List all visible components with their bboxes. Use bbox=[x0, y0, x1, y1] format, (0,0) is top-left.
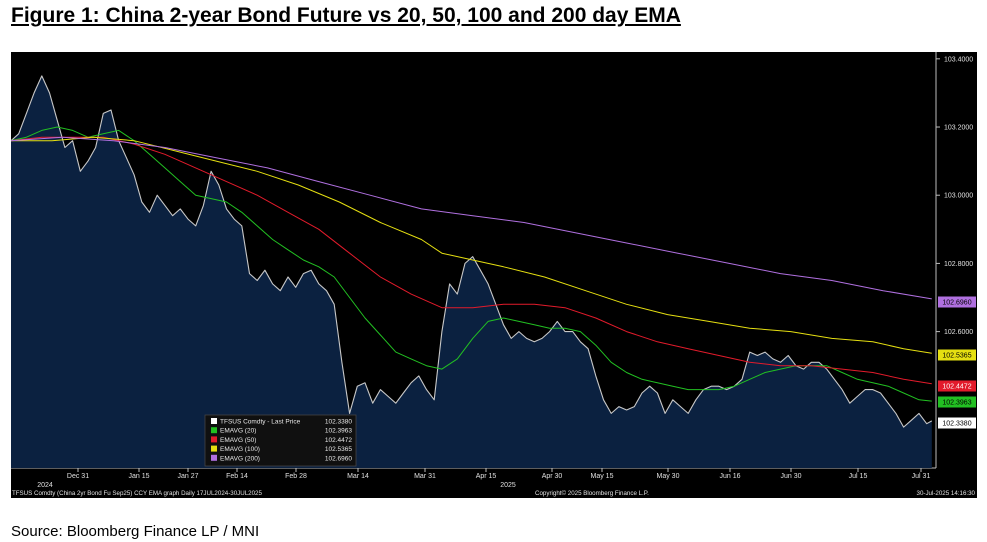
y-tick-label: 103.4000 bbox=[944, 56, 973, 63]
x-tick-label: Jan 15 bbox=[128, 473, 149, 480]
x-tick-label: Mar 31 bbox=[414, 473, 436, 480]
legend-swatch bbox=[211, 418, 217, 424]
y-axis: 103.4000 103.2000 103.0000 102.8000 102.6000 bbox=[936, 56, 973, 336]
x-tick-label: Feb 28 bbox=[285, 473, 307, 480]
footer-center: Copyright© 2025 Bloomberg Finance L.P. bbox=[535, 490, 649, 497]
legend-value: 102.6960 bbox=[325, 455, 352, 462]
ema-line-chart: 103.4000 103.2000 103.0000 102.8000 102.6000… bbox=[11, 52, 976, 497]
figure-title: Figure 1: China 2-year Bond Future vs 20… bbox=[11, 4, 681, 27]
x-tick-label: May 30 bbox=[657, 473, 680, 480]
legend-value: 102.5365 bbox=[325, 446, 352, 453]
legend-label: EMAVG (20) bbox=[220, 428, 256, 435]
series-line-2 bbox=[11, 136, 932, 385]
end-label-box bbox=[938, 396, 976, 408]
end-label-box bbox=[938, 296, 976, 308]
legend-value: 102.4472 bbox=[325, 437, 352, 444]
end-label-box bbox=[938, 349, 976, 361]
legend-swatch bbox=[211, 427, 217, 434]
end-label-value: 102.4472 bbox=[942, 384, 971, 391]
legend-box bbox=[204, 414, 357, 467]
chart-panel: 103.4000 103.2000 103.0000 102.8000 102.6000… bbox=[11, 52, 977, 498]
end-value-labels: 102.6960 102.5365 102.4472 102.3963 102.3380 bbox=[938, 296, 976, 429]
plot-area bbox=[11, 75, 933, 469]
end-label-box bbox=[938, 380, 976, 392]
y-tick-label: 102.6000 bbox=[944, 329, 973, 336]
x-year-label: 2024 bbox=[37, 482, 53, 489]
x-tick-label: Jan 27 bbox=[177, 473, 198, 480]
x-tick-label: May 15 bbox=[591, 473, 614, 480]
end-label-box bbox=[938, 417, 976, 429]
series-line-3 bbox=[11, 136, 932, 354]
source-note: Source: Bloomberg Finance LP / MNI bbox=[11, 523, 260, 540]
footer-left: TFSUS Comdty (China 2yr Bond Fu Sep25) C… bbox=[12, 490, 262, 497]
series-line-0 bbox=[11, 75, 933, 428]
x-tick-label: Apr 30 bbox=[542, 473, 563, 480]
y-tick-label: 103.0000 bbox=[944, 193, 973, 200]
x-axis: Dec 31 Jan 15 Jan 27 Feb 14 Feb 28 Mar 14 Mar … bbox=[37, 468, 930, 489]
end-label-value: 102.5365 bbox=[942, 353, 971, 360]
legend-label: EMAVG (50) bbox=[220, 437, 256, 444]
legend-label: EMAVG (100) bbox=[220, 446, 260, 453]
end-label-value: 102.6960 bbox=[942, 300, 971, 307]
x-tick-label: Apr 15 bbox=[476, 473, 497, 480]
x-tick-label: Dec 31 bbox=[67, 473, 89, 480]
legend-value: 102.3380 bbox=[325, 419, 352, 426]
x-tick-label: Feb 14 bbox=[226, 473, 248, 480]
series-line-1 bbox=[11, 126, 932, 402]
price-area-fill bbox=[11, 75, 932, 469]
x-tick-label: Jun 16 bbox=[719, 473, 740, 480]
legend: TFSUS Comdty - Last Price 102.3380 EMAVG (… bbox=[204, 414, 357, 467]
x-tick-label: Mar 14 bbox=[347, 473, 369, 480]
legend-value: 102.3963 bbox=[325, 428, 352, 435]
x-tick-label: Jun 30 bbox=[780, 473, 801, 480]
legend-swatch bbox=[211, 445, 217, 452]
end-label-value: 102.3380 bbox=[942, 421, 971, 428]
x-year-label: 2025 bbox=[500, 482, 516, 489]
x-tick-label: Jul 15 bbox=[849, 473, 868, 480]
legend-swatch bbox=[211, 454, 217, 461]
y-tick-label: 102.8000 bbox=[944, 261, 973, 268]
y-tick-label: 103.2000 bbox=[944, 125, 973, 132]
end-label-value: 102.3963 bbox=[942, 400, 971, 407]
x-tick-label: Jul 31 bbox=[912, 473, 931, 480]
footer-right: 30-Jul-2025 14:16:30 bbox=[917, 490, 976, 497]
legend-label: EMAVG (200) bbox=[220, 455, 260, 462]
legend-swatch bbox=[211, 436, 217, 443]
legend-label: TFSUS Comdty - Last Price bbox=[220, 419, 301, 426]
series-line-4 bbox=[11, 136, 932, 300]
